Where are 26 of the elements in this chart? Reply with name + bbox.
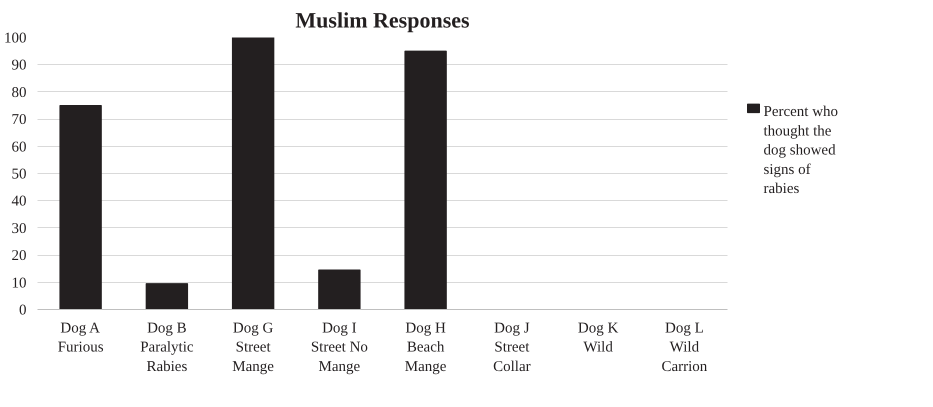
x-tick-label: Dog A Furious: [58, 320, 104, 356]
y-tick-label: 50: [12, 166, 26, 182]
bar: [59, 105, 102, 310]
y-tick-label: 90: [12, 58, 26, 74]
x-tick-label: Dog G Street Mange: [232, 320, 274, 375]
x-tick-label: Dog H Beach Mange: [404, 320, 447, 375]
bar: [232, 38, 274, 310]
y-tick-label: 70: [12, 112, 26, 128]
y-tick-label: 80: [12, 84, 26, 101]
bar: [146, 283, 188, 310]
y-tick-label: 30: [12, 220, 26, 237]
bar: [318, 270, 361, 310]
bar: [404, 50, 447, 310]
x-tick-label: Dog K Wild: [578, 320, 618, 356]
chart-title: Muslim Responses: [295, 8, 470, 32]
legend-label: Percent who thought the dog showed signs of rabies: [764, 104, 838, 197]
y-tick-label: 40: [12, 194, 26, 210]
y-tick-label: 20: [12, 248, 26, 264]
y-tick-label: 0: [19, 302, 26, 318]
x-tick-label: Dog B Paralytic Rabies: [140, 320, 194, 375]
x-tick-label: Dog J Street Collar: [493, 320, 531, 375]
y-tick-label: 100: [4, 30, 26, 46]
y-tick-label: 10: [12, 275, 26, 292]
y-tick-label: 60: [12, 139, 26, 156]
x-tick-label: Dog L Wild Carrion: [661, 320, 708, 375]
x-tick-label: Dog I Street No Mange: [310, 320, 368, 375]
